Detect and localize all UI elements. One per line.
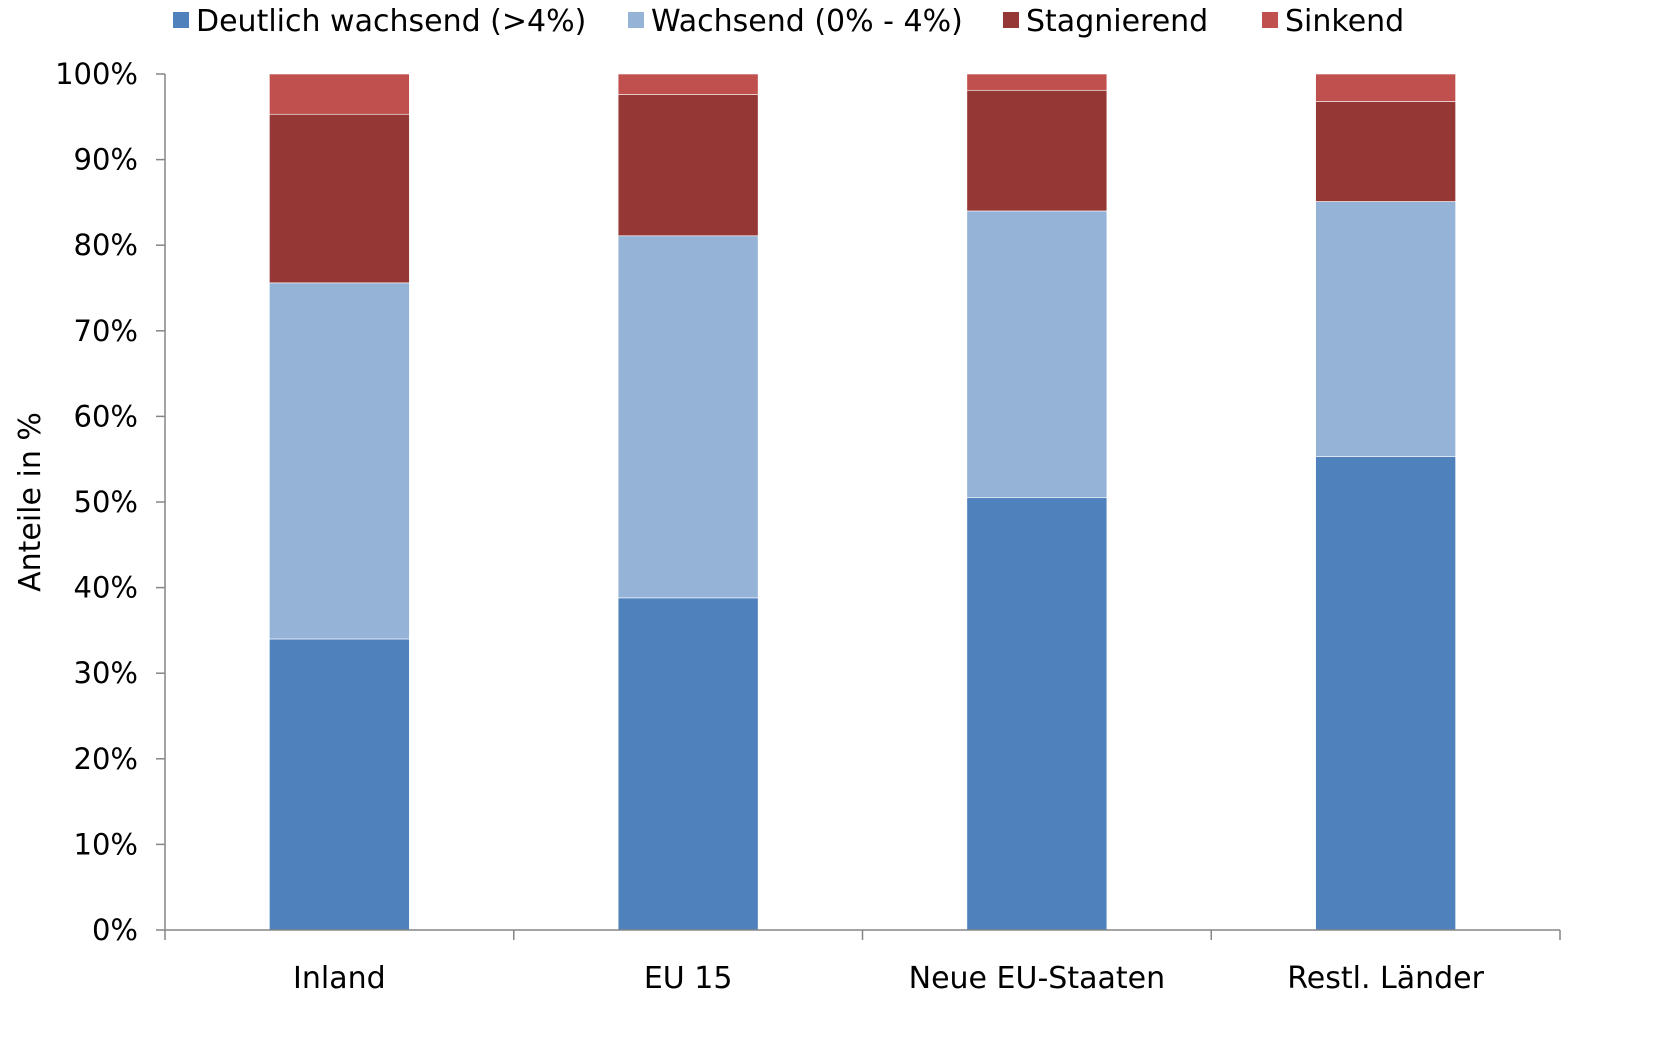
bar-segment — [617, 235, 759, 599]
bar-segment — [269, 282, 410, 640]
x-category-label: Restl. Länder — [1287, 961, 1484, 996]
bar-stack — [1315, 73, 1456, 931]
x-category-label: EU 15 — [644, 961, 733, 996]
legend-item: Deutlich wachsend (>4%) — [173, 4, 586, 39]
bar-segment — [1315, 101, 1456, 202]
legend-label: Wachsend (0% - 4%) — [651, 4, 963, 39]
bar-segment — [966, 210, 1108, 499]
y-tick-label: 90% — [74, 143, 138, 177]
bar-stack — [966, 73, 1108, 931]
y-axis-title: Anteile in % — [13, 412, 48, 592]
x-category-label: Inland — [293, 961, 386, 996]
legend-label: Sinkend — [1285, 4, 1404, 39]
legend-swatch — [628, 12, 644, 28]
bar-segment — [269, 638, 410, 931]
y-tick-label: 30% — [74, 656, 138, 690]
legend-item: Stagnierend — [1003, 4, 1208, 39]
y-tick-label: 10% — [74, 827, 138, 861]
legend-label: Deutlich wachsend (>4%) — [196, 4, 586, 39]
chart-legend: Deutlich wachsend (>4%) Wachsend (0% - 4%… — [173, 4, 1404, 39]
x-category-label: Neue EU-Staaten — [909, 961, 1165, 996]
y-tick-label: 50% — [74, 485, 138, 519]
bar-segment — [966, 73, 1108, 91]
legend-label: Stagnierend — [1026, 4, 1208, 39]
legend-item: Wachsend (0% - 4%) — [628, 4, 963, 39]
legend-item: Sinkend — [1262, 4, 1404, 39]
y-tick-label: 60% — [74, 399, 138, 433]
bar-stack — [617, 73, 759, 931]
y-axis: 0% 10% 20% 30% 40% 50% 60% 70% 80% 90% 100% — [55, 57, 166, 947]
bar-segment — [1315, 73, 1456, 102]
bar-segment — [966, 497, 1108, 931]
bar-segment — [966, 89, 1108, 212]
bar-segment — [1315, 456, 1456, 931]
bar-segment — [269, 73, 410, 115]
legend-swatch — [1262, 12, 1278, 28]
bar-stack — [269, 73, 410, 931]
y-tick-label: 20% — [74, 742, 138, 776]
y-tick-label: 0% — [92, 913, 138, 947]
bar-segment — [269, 113, 410, 284]
x-axis: Inland EU 15 Neue EU-Staaten Restl. Länder — [164, 929, 1561, 996]
bar-series-group — [269, 73, 1456, 931]
bar-segment — [617, 597, 759, 931]
y-tick-label: 80% — [74, 228, 138, 262]
legend-swatch — [173, 12, 189, 28]
bar-segment — [617, 94, 759, 237]
y-tick-label: 40% — [74, 571, 138, 605]
y-tick-label: 70% — [74, 314, 138, 348]
bar-segment — [1315, 201, 1456, 457]
bar-segment — [617, 73, 759, 95]
legend-swatch — [1003, 12, 1019, 28]
y-tick-label: 100% — [55, 57, 138, 91]
